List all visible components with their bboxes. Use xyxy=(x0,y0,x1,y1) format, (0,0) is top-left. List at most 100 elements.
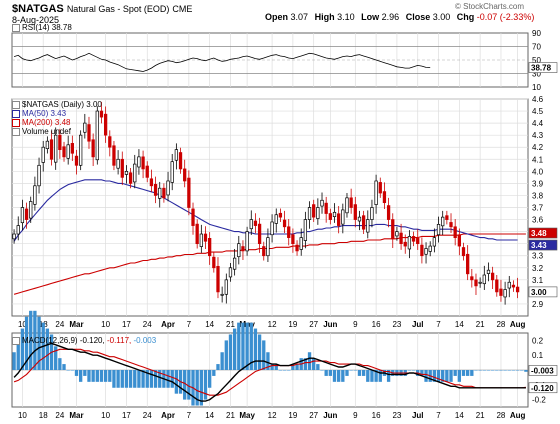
candle-body xyxy=(282,219,287,228)
macd-histogram-bar xyxy=(33,310,37,370)
ma200-last-label-box xyxy=(528,227,558,239)
macd-histogram-bar xyxy=(349,370,353,371)
macd-x-label: 27 xyxy=(309,411,318,420)
candle-body xyxy=(361,215,366,230)
high-label: High xyxy=(314,12,335,22)
candle-body xyxy=(120,158,124,178)
candle-body xyxy=(262,246,266,257)
candle-body xyxy=(208,238,212,257)
macd-histogram-bar xyxy=(128,370,133,388)
macd-histogram-bar xyxy=(29,310,33,370)
macd-x-label: 18 xyxy=(39,411,48,420)
candle-body xyxy=(137,156,141,168)
candle-body xyxy=(33,185,37,205)
macd-histogram-bar xyxy=(503,370,507,371)
macd-histogram-bar xyxy=(24,316,29,370)
candle-body xyxy=(328,213,332,220)
candle-body xyxy=(337,213,341,226)
candle-body xyxy=(228,267,233,278)
candle-body xyxy=(428,245,432,252)
macd-histogram-bar xyxy=(120,370,124,388)
rsi-last-label: 38.78 xyxy=(531,64,552,73)
candle-body xyxy=(178,152,183,170)
macd-histogram-bar xyxy=(486,370,491,371)
macd-histogram-bar xyxy=(183,370,187,400)
ma50-swatch xyxy=(12,109,20,118)
symbol: $NATGAS xyxy=(12,3,64,15)
macd-histogram-bar xyxy=(461,370,466,376)
rsi-legend-text: RSI(14) 38.78 xyxy=(22,23,72,32)
macd-histogram-bar xyxy=(166,370,170,388)
macd-histogram-bar xyxy=(54,346,58,370)
macd-histogram-bar xyxy=(303,358,308,370)
macd-legend-macd: -0.120, xyxy=(79,336,105,345)
macd-histogram-bar xyxy=(187,370,191,400)
macd-hist-last-label-box xyxy=(528,365,558,376)
candle-body xyxy=(445,215,449,220)
candle-body xyxy=(37,164,41,187)
macd-histogram-bar xyxy=(95,370,99,382)
rsi-swatch xyxy=(12,23,20,32)
candle-body xyxy=(466,253,470,275)
macd-histogram-bar xyxy=(436,370,441,382)
candle-body xyxy=(303,219,308,241)
macd-histogram-bar xyxy=(353,370,357,371)
candle-body xyxy=(62,146,66,158)
macd-histogram-bar xyxy=(336,370,341,382)
price-tick-label: 3.2 xyxy=(532,264,544,273)
price-tick-label: 3.7 xyxy=(532,204,544,213)
macd-histogram-bar xyxy=(282,370,287,371)
candle-body xyxy=(299,237,303,250)
macd-line xyxy=(13,342,526,402)
candle-body xyxy=(149,178,154,187)
macd-histogram-bar xyxy=(361,370,366,376)
symbol-title: $NATGAS Natural Gas - Spot (EOD) CME xyxy=(12,3,192,15)
price-x-label: 27 xyxy=(309,320,318,329)
price-x-label: 17 xyxy=(122,320,131,329)
chg-value: -0.07 (-2.33%) xyxy=(476,12,535,22)
candle-body xyxy=(482,274,486,285)
candle-body xyxy=(353,204,357,220)
candle-body xyxy=(216,265,220,293)
candle-body xyxy=(357,216,362,222)
price-tick-label: 4.3 xyxy=(532,131,544,140)
candle-body xyxy=(486,269,491,274)
watermark: © StockCharts.com xyxy=(455,2,525,11)
macd-histogram-bar xyxy=(62,364,66,370)
macd-histogram-bar xyxy=(511,370,516,371)
candle-body xyxy=(345,197,349,214)
macd-histogram-bar xyxy=(507,370,511,371)
candle-body xyxy=(41,146,45,163)
candle-body xyxy=(370,207,374,220)
macd-histogram-bar xyxy=(241,322,245,370)
macd-x-label: 19 xyxy=(288,411,297,420)
chg-label: Chg xyxy=(456,12,475,22)
macd-histogram-bar xyxy=(370,370,374,382)
macd-histogram-bar xyxy=(328,370,333,376)
candle-body xyxy=(24,208,29,220)
macd-histogram-bar xyxy=(232,328,237,370)
macd-histogram-bar xyxy=(153,370,158,388)
macd-histogram-bar xyxy=(411,370,416,371)
candle-body xyxy=(16,225,20,235)
macd-tick-label: -0.2 xyxy=(532,396,546,405)
macd-histogram-bar xyxy=(108,370,112,382)
macd-x-label: 9 xyxy=(353,411,358,420)
price-x-label: 16 xyxy=(372,320,381,329)
macd-x-label: 7 xyxy=(187,411,192,420)
candle-body xyxy=(407,236,412,250)
macd-histogram-bar xyxy=(257,334,262,370)
macd-histogram-bar xyxy=(116,370,120,388)
candle-body xyxy=(382,191,387,204)
price-last-label: 3.00 xyxy=(531,288,547,297)
candle-body xyxy=(441,216,445,227)
macd-histogram-bar xyxy=(124,370,129,388)
macd-x-label: Apr xyxy=(161,411,175,420)
macd-histogram-bar xyxy=(341,370,345,382)
macd-histogram-bar xyxy=(199,370,204,406)
candle-body xyxy=(128,172,133,184)
macd-x-label: 10 xyxy=(101,411,110,420)
macd-x-label: 21 xyxy=(226,411,235,420)
rsi-tick-label: 30 xyxy=(532,70,541,79)
macd-x-label: 17 xyxy=(122,411,131,420)
